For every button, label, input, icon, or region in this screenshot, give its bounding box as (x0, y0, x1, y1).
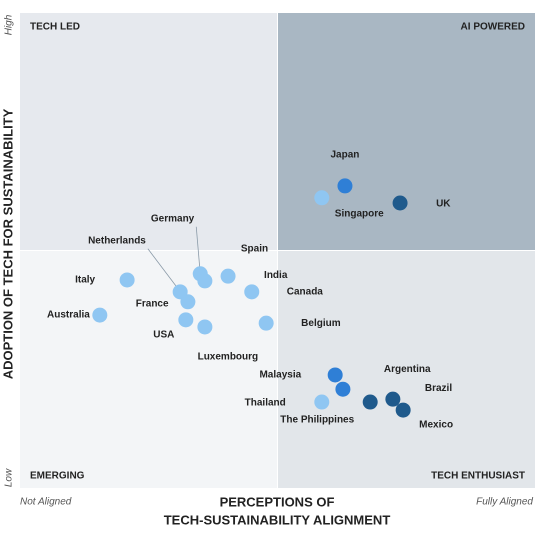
point (395, 402, 411, 418)
quadrant (20, 250, 278, 488)
quadrant (277, 13, 535, 251)
point (92, 307, 108, 323)
x-tick-label: Fully Aligned (476, 497, 533, 508)
point (385, 391, 401, 407)
point (244, 284, 260, 300)
y-tick-label: Low (4, 468, 15, 487)
point (362, 394, 378, 410)
point-label: Spain (241, 244, 268, 255)
point-label: Argentina (384, 364, 431, 375)
quadrant-label: AI POWERED (461, 22, 525, 33)
point-label: France (136, 298, 169, 309)
point (392, 195, 408, 211)
quadrant (277, 250, 535, 488)
point-label: Netherlands (88, 235, 146, 246)
point-label: Australia (47, 310, 90, 321)
point-label: Singapore (335, 208, 384, 219)
point-label: UK (436, 199, 451, 210)
y-axis-title: ADOPTION OF TECH FOR SUSTAINABILITY (0, 108, 15, 379)
quadrant-label: EMERGING (30, 471, 85, 482)
point (197, 273, 213, 289)
point (337, 178, 353, 194)
point-label: Thailand (245, 398, 286, 409)
point (172, 284, 188, 300)
point (119, 272, 135, 288)
point-label: Belgium (301, 318, 341, 329)
point (314, 190, 330, 206)
x-axis-title: PERCEPTIONS OF (220, 494, 335, 509)
point-label: Italy (75, 275, 95, 286)
point-label: Brazil (425, 383, 452, 394)
point-label: Malaysia (259, 370, 301, 381)
point-label: India (264, 270, 288, 281)
x-axis-title: TECH-SUSTAINABILITY ALIGNMENT (164, 512, 391, 527)
quadrant (20, 13, 278, 251)
point (327, 367, 343, 383)
leader-line (195, 226, 201, 274)
point-label: Germany (151, 213, 195, 224)
point (178, 312, 194, 328)
point-label: The Philippines (280, 415, 354, 426)
point-label: Japan (331, 150, 360, 161)
point-label: USA (153, 329, 174, 340)
point-label: Luxembourg (198, 352, 259, 363)
quadrant-label: TECH ENTHUSIAST (431, 471, 525, 482)
point (258, 315, 274, 331)
point (197, 319, 213, 335)
point (220, 268, 236, 284)
y-tick-label: High (4, 14, 15, 35)
x-tick-label: Not Aligned (20, 497, 72, 508)
point-label: Canada (287, 286, 324, 297)
point (335, 381, 351, 397)
point (314, 394, 330, 410)
point-label: Mexico (419, 420, 453, 431)
quadrant-label: TECH LED (30, 22, 80, 33)
